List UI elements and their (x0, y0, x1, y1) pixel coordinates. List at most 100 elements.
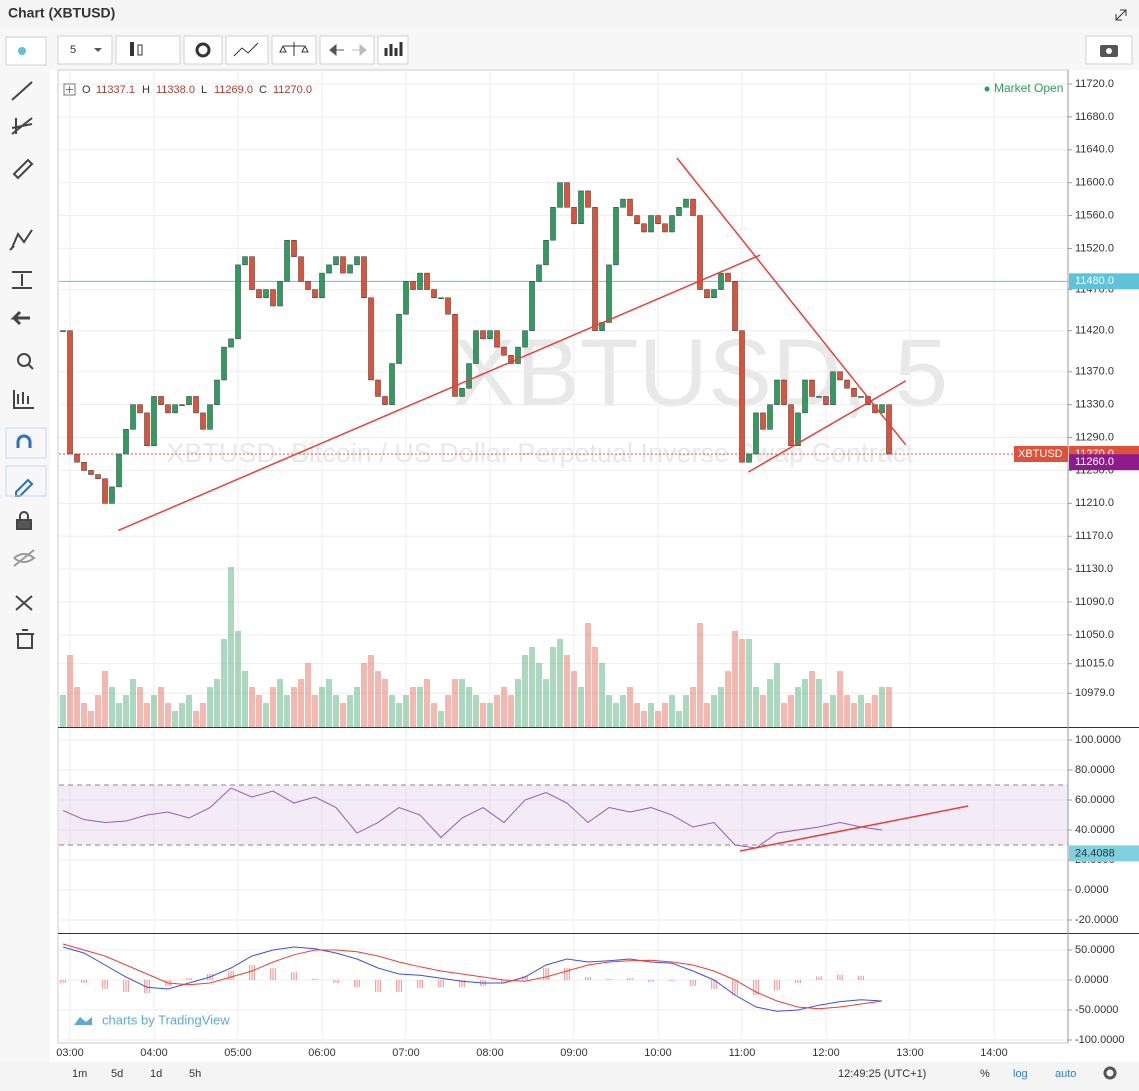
remove-tool[interactable] (10, 310, 30, 326)
range-button[interactable]: 1m (72, 1068, 87, 1080)
active-frame (5, 427, 47, 459)
candle-body (109, 486, 115, 504)
volume-bar (333, 695, 339, 727)
volume-bar (298, 679, 304, 727)
candle-body (529, 281, 535, 331)
volume-bar (480, 703, 486, 727)
stay-drawing[interactable] (15, 478, 34, 497)
volume-bar (851, 703, 857, 727)
volume-bar (347, 695, 353, 727)
legend-c-label: C (259, 84, 267, 96)
zoom-tool[interactable] (17, 353, 31, 367)
candle-body (403, 281, 409, 315)
legend-o-label: O (82, 84, 91, 96)
volume-bar (312, 695, 318, 727)
brush-tool[interactable] (12, 158, 34, 180)
icon (233, 42, 259, 57)
indicators-button[interactable] (225, 35, 269, 65)
candle-body (459, 387, 465, 397)
y-tick-label: 11015.0 (1075, 658, 1114, 670)
volume-bar (221, 639, 227, 727)
maximize[interactable] (1115, 9, 1127, 21)
tools-settings[interactable] (15, 595, 33, 611)
candle-body (494, 330, 500, 348)
volume-bar (445, 695, 451, 727)
volume-bar (326, 679, 332, 727)
candle-body (186, 396, 192, 405)
candle-body (410, 281, 416, 290)
candle-body (515, 346, 521, 364)
measure-tool[interactable] (12, 271, 32, 289)
delete-tool[interactable] (16, 629, 34, 649)
range-button[interactable]: 5d (111, 1068, 123, 1080)
candle-body (732, 281, 738, 331)
chart-type-button[interactable] (115, 35, 181, 65)
volume-bar (466, 687, 472, 727)
candle-body (697, 215, 703, 290)
interval-button[interactable] (57, 35, 113, 65)
plot: 03:00 04:00 05:00 06:00 07:00 08:00 09:00 10:00… (56, 70, 1139, 1059)
volume-bar (109, 687, 115, 727)
volume-bar (746, 639, 752, 727)
candle-body (256, 289, 262, 299)
volume-bar (837, 671, 843, 727)
lock-tool[interactable] (16, 519, 32, 530)
volume-bar (144, 703, 150, 727)
volume-bar (739, 639, 745, 727)
candle-body (438, 297, 444, 300)
candle-body (886, 404, 892, 455)
settings-icon[interactable] (1103, 1066, 1117, 1080)
log-toggle[interactable]: log (1013, 1068, 1028, 1080)
volume-bar (592, 647, 598, 727)
candle-body (788, 404, 794, 447)
trend-tool[interactable] (11, 81, 33, 101)
volume-bar (578, 687, 584, 727)
branding[interactable]: charts by TradingView (102, 1012, 230, 1027)
candle-body (277, 281, 283, 307)
volume-bar (494, 695, 500, 727)
legend-toggle[interactable] (63, 83, 76, 96)
candle-body (81, 461, 87, 471)
settings-button[interactable] (183, 35, 223, 65)
candle-body (165, 404, 171, 414)
pattern-tool[interactable] (9, 229, 33, 251)
y-tick-label: 11420.0 (1075, 325, 1114, 337)
volume-bar (431, 703, 437, 727)
status-dot (984, 86, 990, 92)
volume-bar (382, 679, 388, 727)
volume-bar (179, 703, 185, 727)
volume-bar (606, 695, 612, 727)
magnet-tool[interactable] (16, 434, 32, 448)
y-tick-label: 11680.0 (1075, 111, 1114, 123)
volume-bar (193, 711, 199, 727)
volume-bar (879, 687, 885, 727)
volume-bar (60, 695, 66, 727)
interval: 5 (70, 44, 76, 56)
volume-bar (361, 663, 367, 727)
candle-body (606, 264, 612, 323)
ruler-tool[interactable] (13, 390, 34, 409)
volume-bar (704, 703, 710, 727)
volume-bar (732, 631, 738, 727)
volume-bar (886, 687, 892, 727)
y-tick-label: 11370.0 (1075, 366, 1114, 378)
fullscreen-button[interactable] (377, 35, 409, 65)
auto-toggle[interactable]: auto (1055, 1068, 1076, 1080)
candle-body (746, 453, 752, 463)
y-tick-label: 11050.0 (1075, 629, 1114, 641)
fib-tool[interactable] (11, 117, 33, 135)
hide-tool[interactable] (13, 549, 36, 567)
volume-bar (641, 711, 647, 727)
candle-body (333, 256, 339, 266)
candle-body (571, 207, 577, 225)
y-tick-label: 60.0000 (1075, 794, 1115, 806)
candle-body (242, 256, 248, 266)
range-button[interactable]: 1d (150, 1068, 162, 1080)
marker-label-bg (1069, 454, 1139, 471)
candle-body (683, 198, 689, 208)
volume-bar (200, 703, 206, 727)
percent-toggle[interactable]: % (980, 1068, 990, 1080)
x-tick-label: 07:00 (392, 1047, 420, 1059)
range-button[interactable]: 5h (189, 1068, 201, 1080)
volume-bar (389, 695, 395, 727)
